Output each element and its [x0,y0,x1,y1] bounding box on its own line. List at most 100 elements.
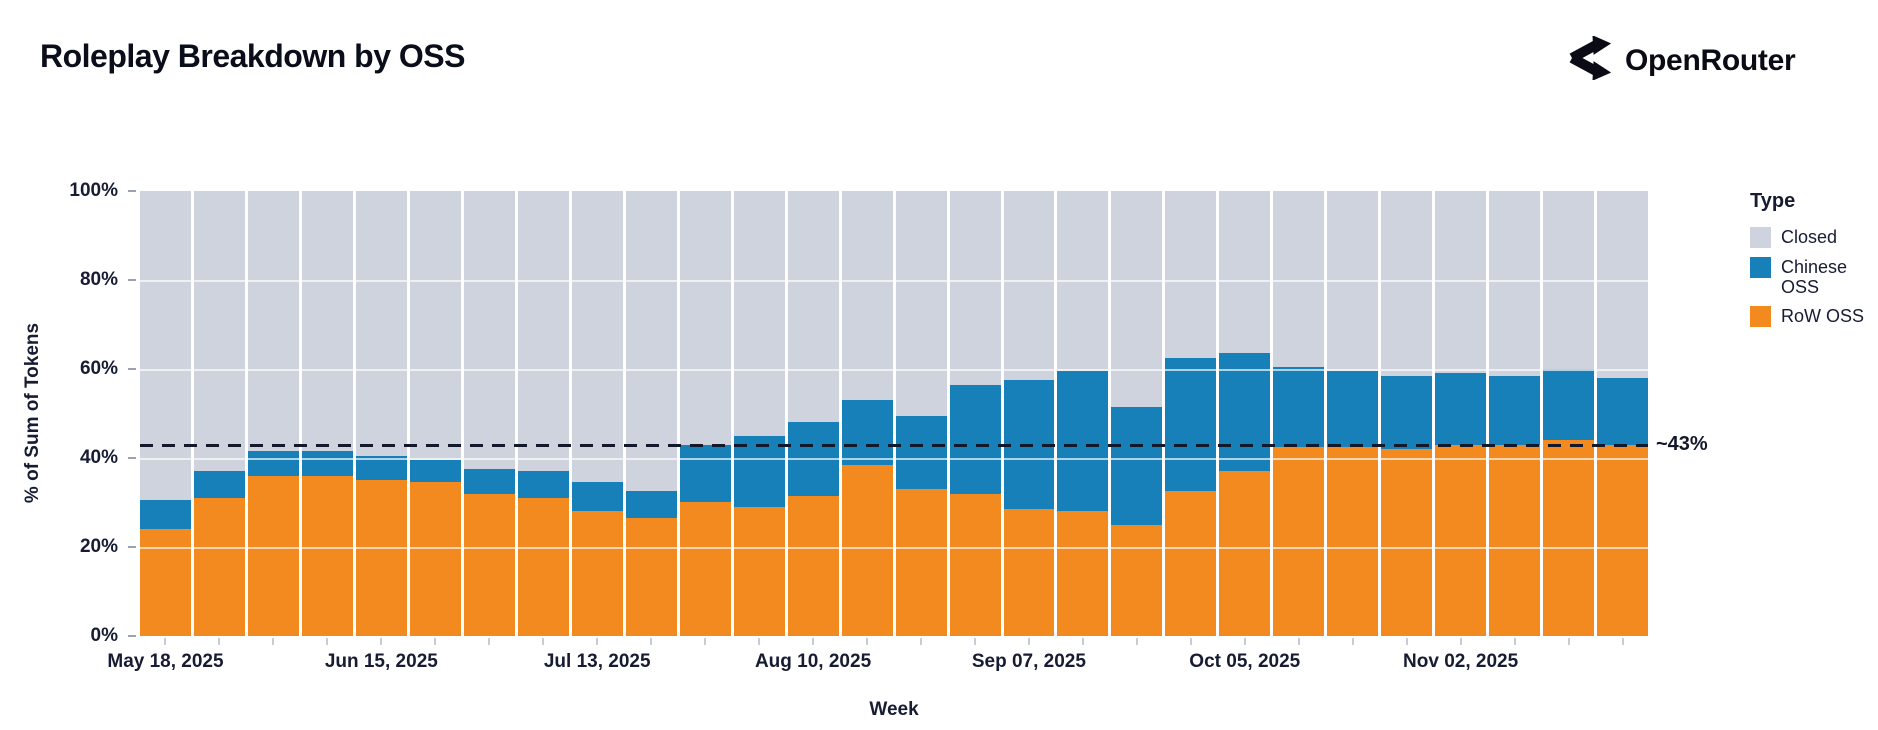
bar-segment-row-oss[interactable] [1489,444,1541,636]
bar-week[interactable] [571,191,623,636]
bar-week[interactable] [463,191,515,636]
bar-segment-row-oss[interactable] [787,495,839,636]
bar-segment-closed[interactable] [733,191,785,436]
bar-week[interactable] [679,191,731,636]
bar-segment-chinese-oss[interactable] [1543,369,1595,441]
bar-week[interactable] [1327,191,1379,636]
bar-week[interactable] [193,191,245,636]
legend-item-row-oss[interactable]: RoW OSS [1750,306,1875,327]
bar-week[interactable] [1597,191,1649,636]
bar-segment-row-oss[interactable] [409,482,461,636]
bar-week[interactable] [140,191,191,636]
bar-week[interactable] [787,191,839,636]
bar-segment-row-oss[interactable] [949,493,1001,636]
bar-segment-chinese-oss[interactable] [571,482,623,512]
bar-segment-row-oss[interactable] [301,475,353,636]
bar-week[interactable] [1489,191,1541,636]
bar-segment-row-oss[interactable] [1003,509,1055,636]
legend-item-closed[interactable]: Closed [1750,227,1875,248]
bar-week[interactable] [1219,191,1271,636]
bar-segment-chinese-oss[interactable] [1111,406,1163,525]
bar-segment-row-oss[interactable] [841,464,893,636]
bar-segment-chinese-oss[interactable] [895,415,947,490]
bar-segment-chinese-oss[interactable] [1219,353,1271,472]
bar-segment-closed[interactable] [301,191,353,452]
bar-segment-row-oss[interactable] [1165,491,1217,636]
bar-segment-closed[interactable] [193,191,245,472]
bar-segment-closed[interactable] [1165,191,1217,358]
bar-segment-closed[interactable] [787,191,839,423]
bar-segment-closed[interactable] [463,191,515,470]
bar-segment-chinese-oss[interactable] [1435,373,1487,445]
bar-segment-row-oss[interactable] [1327,446,1379,636]
bar-segment-chinese-oss[interactable] [409,460,461,483]
bar-segment-chinese-oss[interactable] [1273,366,1325,447]
bar-week[interactable] [733,191,785,636]
bar-segment-row-oss[interactable] [140,529,191,636]
bar-segment-row-oss[interactable] [679,502,731,636]
bar-week[interactable] [1111,191,1163,636]
bar-segment-closed[interactable] [571,191,623,483]
bar-segment-closed[interactable] [1435,191,1487,374]
bar-segment-row-oss[interactable] [733,506,785,636]
bar-segment-chinese-oss[interactable] [841,400,893,465]
bar-segment-chinese-oss[interactable] [625,491,677,519]
bar-week[interactable] [1435,191,1487,636]
bar-segment-row-oss[interactable] [625,518,677,636]
bar-segment-row-oss[interactable] [1597,444,1649,636]
bar-segment-row-oss[interactable] [1435,444,1487,636]
bar-segment-row-oss[interactable] [193,498,245,636]
bar-segment-chinese-oss[interactable] [193,471,245,499]
bar-week[interactable] [517,191,569,636]
bar-week[interactable] [1381,191,1433,636]
bar-segment-chinese-oss[interactable] [140,500,191,530]
bar-segment-closed[interactable] [679,191,731,445]
bar-week[interactable] [355,191,407,636]
bar-segment-chinese-oss[interactable] [679,444,731,503]
bar-week[interactable] [1165,191,1217,636]
bar-segment-closed[interactable] [1003,191,1055,381]
bar-segment-closed[interactable] [949,191,1001,385]
bar-segment-row-oss[interactable] [1381,449,1433,636]
bar-segment-chinese-oss[interactable] [1165,357,1217,492]
bar-segment-row-oss[interactable] [1219,471,1271,636]
bar-segment-row-oss[interactable] [517,498,569,636]
bar-segment-row-oss[interactable] [571,511,623,636]
bar-segment-closed[interactable] [1219,191,1271,354]
bar-week[interactable] [949,191,1001,636]
bar-segment-chinese-oss[interactable] [517,471,569,499]
bar-segment-row-oss[interactable] [463,493,515,636]
bar-segment-chinese-oss[interactable] [247,451,299,476]
bar-segment-chinese-oss[interactable] [301,451,353,476]
bar-segment-chinese-oss[interactable] [949,384,1001,494]
bar-segment-closed[interactable] [247,191,299,452]
bar-segment-closed[interactable] [1381,191,1433,376]
bar-week[interactable] [1003,191,1055,636]
bar-segment-chinese-oss[interactable] [463,469,515,494]
bar-segment-closed[interactable] [1489,191,1541,376]
bar-segment-row-oss[interactable] [1111,524,1163,636]
bar-segment-closed[interactable] [355,191,407,456]
bar-segment-chinese-oss[interactable] [1381,375,1433,450]
bar-week[interactable] [301,191,353,636]
bar-week[interactable] [841,191,893,636]
bar-segment-closed[interactable] [1597,191,1649,378]
bar-segment-row-oss[interactable] [1273,446,1325,636]
bar-segment-row-oss[interactable] [247,475,299,636]
bar-week[interactable] [247,191,299,636]
bar-segment-closed[interactable] [140,191,191,501]
bar-segment-closed[interactable] [1273,191,1325,367]
bar-segment-chinese-oss[interactable] [733,435,785,507]
bar-segment-row-oss[interactable] [1543,440,1595,636]
bar-segment-closed[interactable] [625,191,677,492]
bar-segment-chinese-oss[interactable] [1057,371,1109,512]
bar-segment-closed[interactable] [409,191,461,461]
legend-item-chinese-oss[interactable]: Chinese OSS [1750,257,1875,297]
bar-segment-row-oss[interactable] [895,489,947,636]
bar-week[interactable] [409,191,461,636]
bar-segment-chinese-oss[interactable] [1327,371,1379,447]
bar-segment-chinese-oss[interactable] [1489,375,1541,445]
bar-segment-row-oss[interactable] [355,480,407,636]
bar-week[interactable] [1273,191,1325,636]
bar-week[interactable] [1543,191,1595,636]
